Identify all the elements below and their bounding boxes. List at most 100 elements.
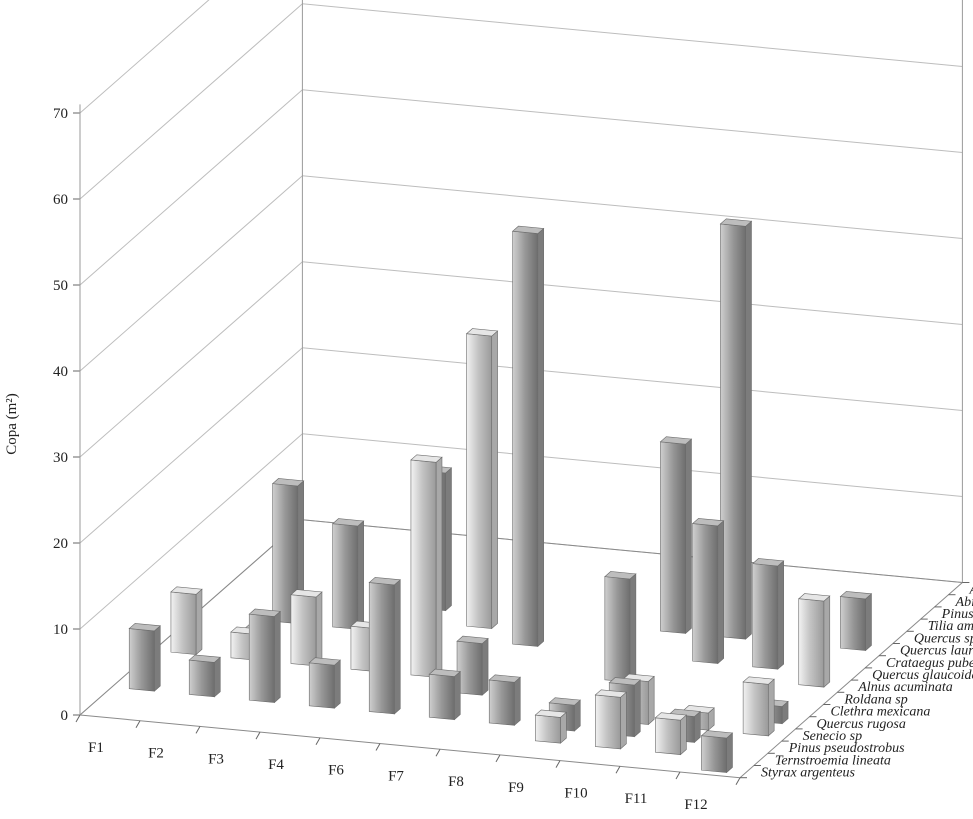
x-tick-label: F9: [508, 780, 524, 796]
bar: [654, 712, 688, 756]
bar-front: [655, 717, 681, 755]
series-label: Tilia americana: [928, 619, 973, 634]
bar-top: [719, 218, 753, 227]
bar-front: [488, 679, 515, 726]
x-tick: [195, 726, 201, 734]
x-tick-label: F3: [208, 751, 224, 767]
x-tick: [315, 737, 321, 746]
bar-side: [680, 714, 687, 756]
bar-top: [654, 712, 688, 721]
series-label: Quercus glaucoides: [872, 668, 973, 683]
x-tick: [135, 720, 141, 728]
y-axis-label: Copa (m²): [4, 393, 20, 455]
bar: [188, 654, 221, 698]
bar-side: [491, 330, 498, 630]
bar-top: [659, 436, 693, 445]
bar-top: [188, 654, 221, 663]
bar-side: [777, 560, 784, 670]
bar: [534, 709, 568, 744]
bar-side: [195, 588, 203, 656]
bar-top: [534, 709, 568, 718]
bar-top: [798, 593, 831, 602]
bar-front: [535, 714, 561, 744]
series-label: Pinus leiophylla: [941, 607, 973, 622]
x-tick-label: F11: [625, 791, 648, 807]
x-tick: [615, 766, 621, 774]
bar-side: [685, 438, 692, 635]
bar-front: [290, 594, 317, 667]
bar-front: [308, 662, 335, 709]
bar: [271, 478, 305, 625]
x-tick-label: F8: [448, 774, 464, 790]
bar-top: [456, 635, 489, 644]
bar-front: [466, 333, 493, 629]
series-label: Quercus laurina: [900, 644, 973, 659]
x-tick: [435, 748, 441, 757]
x-tick-label: F6: [328, 763, 344, 779]
bar-front: [428, 673, 455, 720]
bar-front: [604, 576, 631, 683]
series-label: Clethra mexicana: [830, 705, 930, 720]
bar-side: [865, 593, 872, 652]
bar-side: [154, 625, 161, 692]
x-tick-label: F10: [564, 785, 587, 801]
bar-top: [248, 608, 281, 617]
x-tick-label: F2: [148, 746, 164, 762]
y-tick-label: 10: [53, 622, 68, 638]
x-tick: [735, 777, 741, 785]
series-label: Styrax argenteus: [761, 766, 856, 781]
bar: [691, 518, 725, 665]
x-tick-label: F1: [88, 740, 104, 756]
series-label: Senecio sp: [803, 729, 862, 744]
bar-top: [465, 328, 499, 337]
bar-top: [170, 586, 203, 595]
y-tick-label: 50: [53, 278, 68, 294]
bar-top: [742, 676, 775, 685]
bar-front: [701, 735, 727, 773]
bar-front: [720, 223, 746, 640]
bar-front: [332, 523, 359, 630]
series-label: Pinus pseudostrobus: [788, 741, 905, 756]
bar: [839, 591, 873, 652]
bar: [170, 586, 203, 656]
bar-top: [751, 558, 785, 567]
bar-side: [357, 520, 364, 630]
bar: [456, 635, 489, 696]
bar-top: [511, 225, 545, 234]
x-tick: [255, 731, 261, 740]
axes: [73, 0, 970, 785]
bar-top: [700, 730, 734, 739]
bar: [511, 225, 545, 648]
bar-side: [726, 732, 733, 774]
bar: [410, 454, 443, 678]
series-label: Crataegus pubescens: [886, 656, 973, 671]
series-label: Ternstroemia lineata: [775, 753, 891, 768]
bar-top: [691, 518, 725, 527]
bar-top: [308, 657, 341, 666]
y-tick-label: 70: [53, 106, 68, 122]
series-label: Roldana sp: [843, 692, 907, 707]
gridline: [79, 3, 963, 200]
bar-side: [334, 659, 341, 709]
bar: [742, 676, 775, 737]
bar-front: [248, 613, 275, 703]
bar: [719, 218, 753, 640]
series-label: Abies religiosa: [955, 595, 973, 610]
gridline: [79, 0, 210, 114]
bar: [428, 668, 461, 721]
bar-side: [745, 220, 752, 640]
bar-front: [660, 441, 686, 634]
bar-front: [456, 640, 483, 696]
bar-top: [604, 571, 637, 580]
bar-front: [128, 628, 155, 692]
bar-front: [840, 596, 866, 651]
x-tick: [375, 743, 381, 751]
x-tick: [75, 714, 81, 723]
bar-side: [445, 467, 452, 612]
bar-side: [768, 678, 775, 737]
bar-front: [410, 459, 437, 678]
bar-side: [823, 595, 831, 688]
bar: [128, 623, 161, 692]
series-label: Alnus acuminata: [857, 680, 953, 695]
